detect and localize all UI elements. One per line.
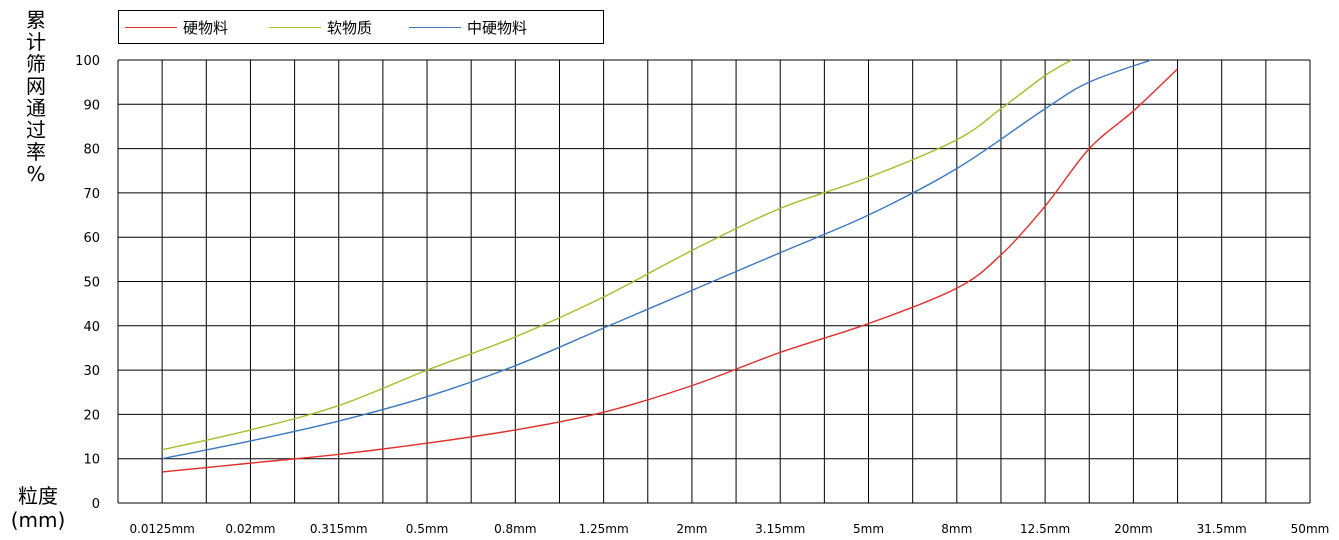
y-tick-label: 30 [83,364,100,379]
y-tick-label: 20 [83,408,100,423]
y-tick-label: 40 [83,320,100,335]
data-series [161,59,1179,473]
y-axis-label-char: 筛 [26,52,46,76]
x-tick-label: 1.25mm [579,522,629,536]
y-axis-label-char: % [26,162,46,186]
x-tick-label: 3.15mm [755,522,805,536]
x-axis-label-line2: (mm) [10,508,66,532]
y-tick-label: 10 [83,453,100,468]
x-tick-label: 50mm [1291,522,1330,536]
y-tick-labels: 0 10 20 30 40 50 60 70 80 90 100 [75,54,100,512]
x-tick-label: 12.5mm [1020,522,1070,536]
legend-item-medium: 中硬物料 [409,11,527,43]
x-tick-label: 0.315mm [310,522,368,536]
x-tick-label: 5mm [853,522,884,536]
x-tick-label: 8mm [941,522,972,536]
y-tick-label: 60 [83,231,100,246]
legend-swatch-soft [269,26,321,28]
series-line-medium [162,59,1152,460]
x-tick-labels: 0.0125mm 0.02mm 0.315mm 0.5mm 0.8mm 1.25mm 2mm… [129,522,1329,536]
x-tick-label: 0.02mm [225,522,275,536]
legend: 硬物料 软物质 中硬物料 [118,10,604,44]
x-axis-label-line1: 粒度 [18,484,58,508]
series-line-soft [161,59,1072,451]
legend-item-soft: 软物质 [269,11,372,43]
legend-swatch-medium [409,26,461,28]
y-axis-label-char: 计 [26,30,46,54]
y-tick-label: 0 [92,497,100,512]
x-tick-label: 0.0125mm [129,522,194,536]
legend-label-soft: 软物质 [327,18,373,37]
y-tick-label: 50 [83,276,100,291]
x-axis-label: 粒度 (mm) [0,484,76,532]
x-tick-label: 2mm [676,522,707,536]
x-tick-label: 0.5mm [406,522,448,536]
y-axis-label-char: 通 [26,96,46,120]
y-tick-label: 80 [83,143,100,158]
legend-label-hard: 硬物料 [183,18,229,37]
legend-swatch-hard [125,26,177,28]
legend-label-medium: 中硬物料 [467,18,528,37]
x-tick-label: 20mm [1114,522,1153,536]
legend-item-hard: 硬物料 [125,11,228,43]
y-tick-label: 100 [75,54,100,69]
y-axis-label-char: 累 [26,8,46,32]
series-line-hard [162,68,1179,473]
x-tick-label: 31.5mm [1197,522,1247,536]
x-tick-label: 0.8mm [494,522,536,536]
y-axis-label-char: 率 [26,140,46,164]
y-tick-label: 90 [83,98,100,113]
y-axis-label-char: 网 [26,74,46,98]
y-axis-label-char: 过 [26,118,46,142]
y-tick-label: 70 [83,187,100,202]
grid-lines [117,59,1311,504]
